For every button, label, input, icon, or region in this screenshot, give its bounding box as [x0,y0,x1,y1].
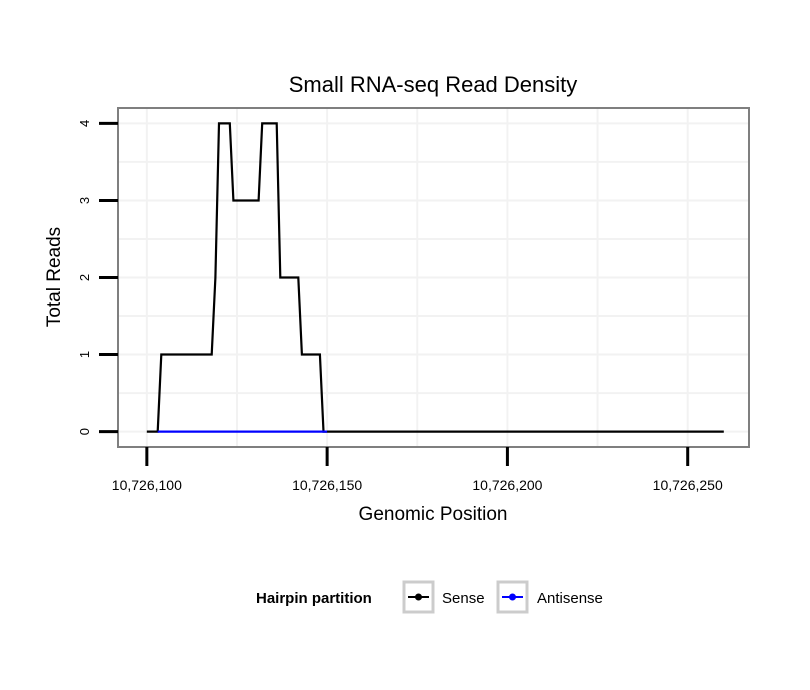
x-axis: 10,726,100 10,726,150 10,726,200 10,726,250 [112,447,723,493]
legend-title: Hairpin partition [256,590,372,607]
y-axis-label: Total Reads [44,227,65,327]
x-tick-label: 10,726,250 [653,477,723,493]
y-tick-label: 0 [77,428,92,435]
grid-lines [118,108,749,447]
series-line-sense [146,122,724,433]
legend-label-sense: Sense [442,590,485,607]
y-tick-label: 2 [77,274,92,281]
legend-key-point-sense [415,593,422,601]
legend-label-antisense: Antisense [537,590,603,607]
y-axis: 0 1 2 3 4 [77,120,118,435]
chart-title: Small RNA-seq Read Density [289,72,578,97]
x-tick-label: 10,726,200 [472,477,542,493]
x-tick-label: 10,726,100 [112,477,182,493]
series-layer [146,122,724,433]
legend-key-point-antisense [509,593,516,601]
x-tick-label: 10,726,150 [292,477,362,493]
x-axis-label: Genomic Position [359,504,508,525]
legend: Hairpin partition Sense Antisense [256,580,603,614]
y-tick-label: 3 [77,197,92,204]
y-tick-label: 4 [77,120,92,127]
y-tick-label: 1 [77,351,92,358]
